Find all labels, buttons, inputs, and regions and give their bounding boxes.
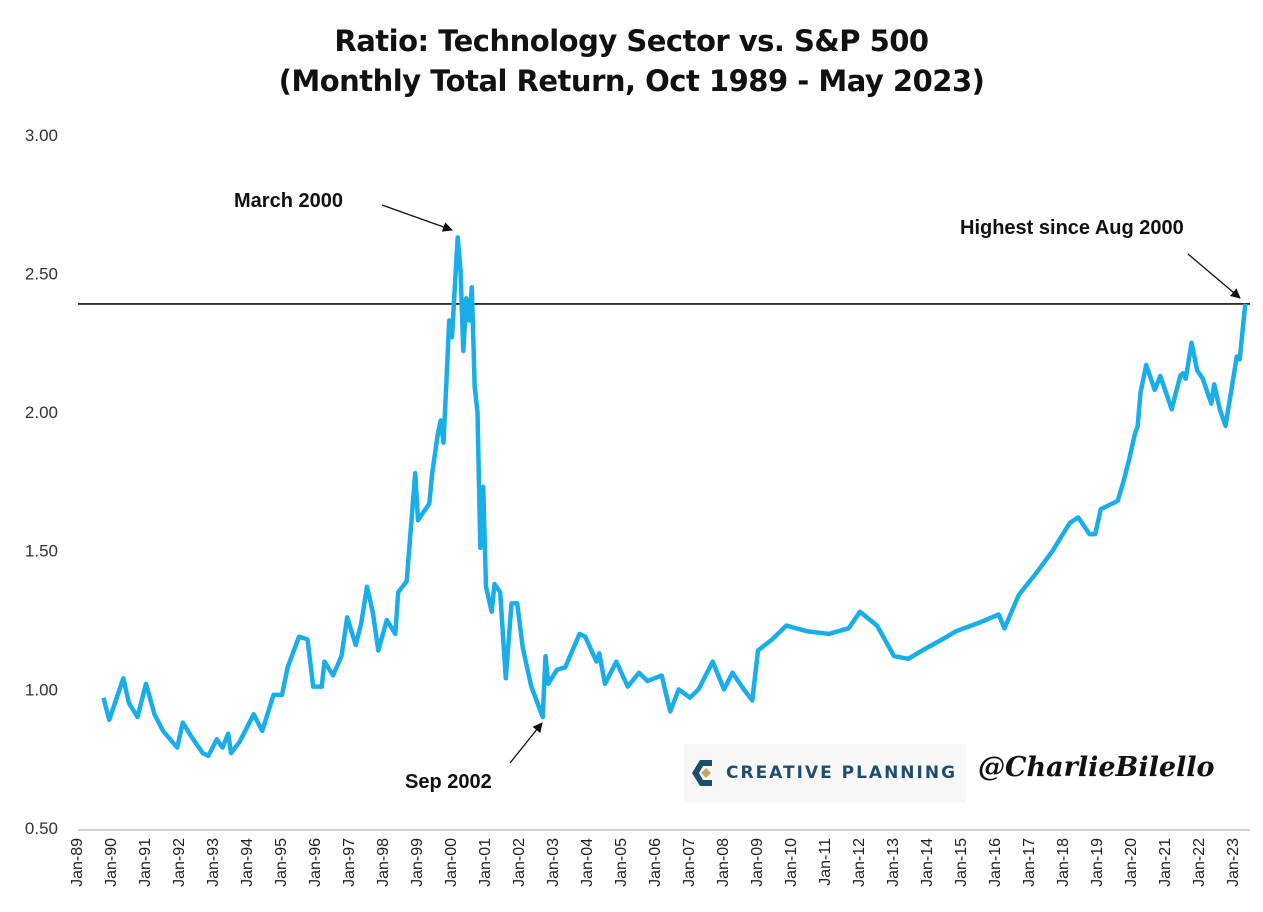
x-tick-label: Jan-22 <box>1191 838 1208 887</box>
chart-title-line-1: Ratio: Technology Sector vs. S&P 500 <box>334 24 929 58</box>
x-tick-label: Jan-92 <box>171 838 188 887</box>
y-axis: 0.50 1.00 1.50 2.00 2.50 3.00 <box>25 126 58 838</box>
annotation-arrow-sep-2002 <box>509 722 543 764</box>
y-tick-label: 2.00 <box>25 403 58 422</box>
x-tick-label: Jan-12 <box>851 838 868 887</box>
x-tick-label: Jan-89 <box>69 838 86 887</box>
x-tick-label: Jan-98 <box>375 838 392 887</box>
creative-planning-logo-icon <box>690 756 716 790</box>
y-tick-label: 3.00 <box>25 126 58 145</box>
x-tick-label: Jan-11 <box>817 838 834 886</box>
series-line <box>101 235 1248 759</box>
x-tick-label: Jan-07 <box>681 838 698 887</box>
x-tick-label: Jan-19 <box>1089 838 1106 887</box>
x-tick-label: Jan-06 <box>647 838 664 887</box>
x-tick-label: Jan-23 <box>1225 838 1242 887</box>
x-tick-label: Jan-93 <box>205 838 222 887</box>
x-tick-label: Jan-13 <box>885 838 902 887</box>
x-tick-label: Jan-02 <box>511 838 528 887</box>
x-tick-label: Jan-04 <box>579 838 596 887</box>
x-tick-label: Jan-21 <box>1157 838 1174 887</box>
y-tick-label: 0.50 <box>25 819 58 838</box>
annotation-highest-since-aug-2000: Highest since Aug 2000 <box>960 217 1184 239</box>
annotation-sep-2002: Sep 2002 <box>405 771 492 793</box>
x-tick-label: Jan-15 <box>953 838 970 887</box>
x-tick-label: Jan-94 <box>239 838 256 887</box>
x-tick-label: Jan-10 <box>783 838 800 887</box>
y-tick-label: 2.50 <box>25 264 58 283</box>
x-tick-label: Jan-18 <box>1055 838 1072 887</box>
x-axis: Jan-89 Jan-90 Jan-91 Jan-92 Jan-93 Jan-94 Jan-… <box>69 838 1242 887</box>
x-tick-label: Jan-96 <box>307 838 324 887</box>
x-tick-label: Jan-05 <box>613 838 630 887</box>
creative-planning-logo: CREATIVE PLANNING <box>684 744 966 802</box>
chart-title-line-2: (Monthly Total Return, Oct 1989 - May 20… <box>278 64 985 98</box>
x-tick-label: Jan-09 <box>749 838 766 887</box>
x-tick-label: Jan-17 <box>1021 838 1038 887</box>
annotation-arrow-highest <box>1187 253 1241 299</box>
x-tick-label: Jan-08 <box>715 838 732 887</box>
y-tick-label: 1.00 <box>25 680 58 699</box>
x-tick-label: Jan-16 <box>987 838 1004 887</box>
x-tick-label: Jan-01 <box>477 838 494 887</box>
x-tick-label: Jan-99 <box>409 838 426 887</box>
y-tick-label: 1.50 <box>25 542 58 561</box>
annotation-arrow-march-2000 <box>381 204 453 232</box>
x-tick-label: Jan-97 <box>341 838 358 887</box>
x-tick-label: Jan-95 <box>273 838 290 887</box>
x-tick-label: Jan-90 <box>103 838 120 887</box>
logo-text: CREATIVE PLANNING <box>726 763 958 783</box>
author-handle: @CharlieBilello <box>978 752 1215 783</box>
annotation-march-2000: March 2000 <box>234 190 343 212</box>
x-tick-label: Jan-03 <box>545 838 562 887</box>
x-tick-label: Jan-00 <box>443 838 460 887</box>
x-tick-label: Jan-14 <box>919 838 936 887</box>
x-tick-label: Jan-91 <box>137 838 154 887</box>
x-tick-label: Jan-20 <box>1123 838 1140 887</box>
